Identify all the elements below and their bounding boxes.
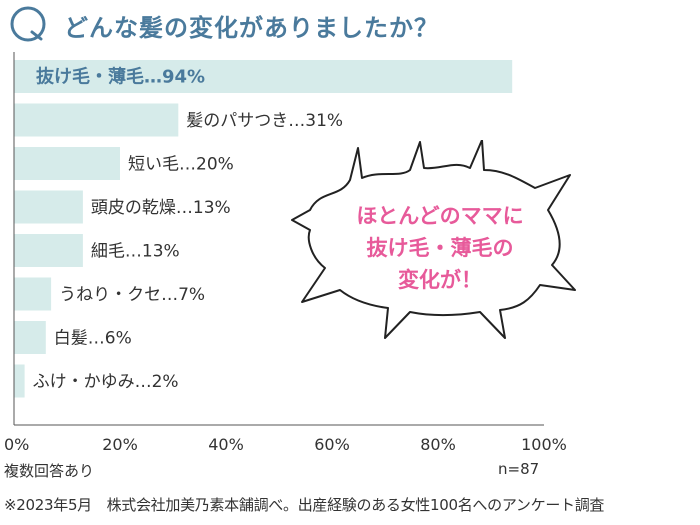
question-title: どんな髪の変化がありましたか？ — [64, 14, 439, 42]
bar-label-4: 細毛…13% — [91, 242, 180, 262]
bar-0 — [14, 60, 513, 93]
callout-line: ほとんどのママに — [356, 204, 524, 228]
bar-label-7: ふけ・かゆみ…2% — [33, 372, 179, 392]
x-tick-label: 40% — [208, 435, 244, 454]
x-tick-label: 20% — [102, 435, 138, 454]
bar-label-6: 白髪…6% — [54, 329, 132, 349]
bar-chart: 抜け毛・薄毛…94% 髪のパサつき…31% 短い毛…20% 頭皮の乾燥…13% 細毛…1… — [4, 52, 567, 454]
callout-line: 抜け毛・薄毛の — [366, 236, 514, 260]
bar-label-0: 抜け毛・薄毛…94% — [36, 66, 205, 88]
bar-label-5: うねり・クセ…7% — [59, 285, 205, 305]
survey-footnote: ※2023年5月 株式会社加美乃素本舗調べ。出産経験のある女性100名へのアンケ… — [4, 496, 605, 514]
bar-1 — [14, 103, 179, 137]
x-tick-label: 80% — [420, 435, 456, 454]
bar-label-3: 頭皮の乾燥…13% — [91, 198, 231, 218]
x-tick-label: 0% — [4, 435, 29, 454]
bar-label-2: 短い毛…20% — [128, 155, 234, 175]
x-tick-label: 100% — [521, 435, 567, 454]
bar-2 — [14, 147, 120, 180]
callout-line: 変化が！ — [398, 268, 482, 292]
callout-bubble — [291, 140, 576, 339]
q-badge-icon — [10, 6, 46, 42]
multiple-answers-note: 複数回答あり — [4, 462, 95, 480]
x-tick-label: 60% — [314, 435, 350, 454]
bar-3 — [14, 190, 83, 224]
bar-4 — [14, 234, 83, 267]
callout-text: ほとんどのママに 抜け毛・薄毛の 変化が！ — [340, 200, 540, 296]
bar-5 — [14, 277, 52, 311]
bar-7 — [14, 364, 25, 398]
bar-label-1: 髪のパサつき…31% — [186, 111, 343, 131]
sample-size-note: n=87 — [498, 460, 540, 478]
bar-6 — [14, 321, 46, 354]
